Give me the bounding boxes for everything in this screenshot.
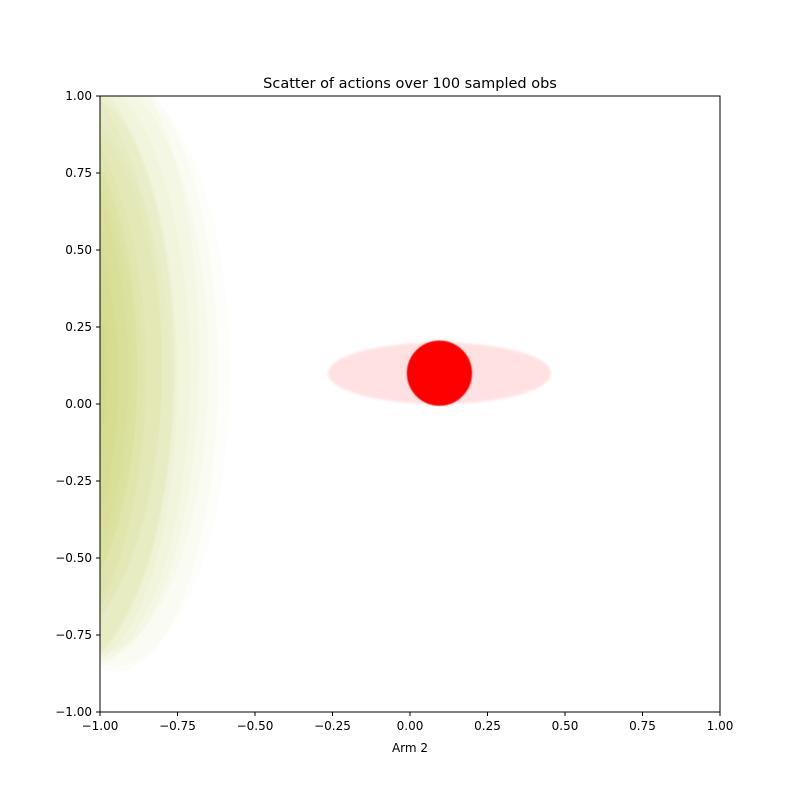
y-tick-label: −0.75 [55, 628, 92, 642]
action-ellipse-15 [100, 189, 131, 557]
plot-area [100, 96, 720, 712]
action-ellipse-19 [100, 271, 110, 475]
y-tick-label: −0.25 [55, 474, 92, 488]
y-axis-ticks: −1.00 −0.75 −0.50 −0.25 0.00 0.25 0.50 0.75 1.00 [55, 89, 100, 719]
action-ellipse-16 [100, 195, 128, 551]
action-ellipse-4 [100, 96, 190, 666]
x-axis-label: Arm 2 [392, 741, 428, 755]
action-ellipse-14 [100, 185, 138, 574]
action-ellipse-21 [100, 293, 107, 454]
action-ellipse-8 [100, 122, 172, 655]
x-tick-label: 0.50 [552, 719, 579, 733]
action-ellipse-9 [100, 129, 162, 618]
x-tick-label: 1.00 [707, 719, 734, 733]
y-tick-label: 1.00 [65, 89, 92, 103]
x-tick-label: 0.25 [474, 719, 501, 733]
y-tick-label: 0.00 [65, 397, 92, 411]
action-ellipse-3 [100, 96, 200, 660]
action-ellipse-6 [100, 96, 175, 653]
y-tick-label: 0.50 [65, 243, 92, 257]
x-tick-label: 0.75 [629, 719, 656, 733]
action-ellipse-11 [100, 169, 144, 608]
x-tick-label: 0.00 [397, 719, 424, 733]
x-tick-label: −0.75 [159, 719, 196, 733]
action-ellipse-5 [100, 99, 178, 659]
x-axis-ticks: −1.00 −0.75 −0.50 −0.25 0.00 0.25 0.50 0.75 1.00 [82, 712, 734, 733]
action-ellipse-18 [100, 231, 119, 515]
y-tick-label: 0.75 [65, 166, 92, 180]
action-ellipse-7 [100, 96, 175, 649]
x-tick-label: −1.00 [82, 719, 119, 733]
action-ellipse-10 [100, 99, 162, 617]
action-ellipse-13 [100, 162, 138, 572]
chart-title: Scatter of actions over 100 sampled obs [263, 76, 557, 92]
action-ellipse-24 [100, 303, 107, 443]
mean-point-marker [406, 340, 473, 407]
action-ellipse-12 [100, 147, 147, 600]
y-tick-label: −1.00 [55, 705, 92, 719]
action-ellipse-0 [100, 96, 231, 666]
action-ellipse-20 [100, 296, 107, 463]
y-tick-label: −0.50 [55, 551, 92, 565]
action-ellipse-2 [100, 96, 209, 654]
x-tick-label: −0.25 [314, 719, 351, 733]
data-marks [100, 96, 552, 672]
x-tick-label: −0.50 [237, 719, 274, 733]
action-ellipse-1 [100, 96, 218, 672]
action-ellipse-17 [100, 248, 119, 529]
y-tick-label: 0.25 [65, 320, 92, 334]
